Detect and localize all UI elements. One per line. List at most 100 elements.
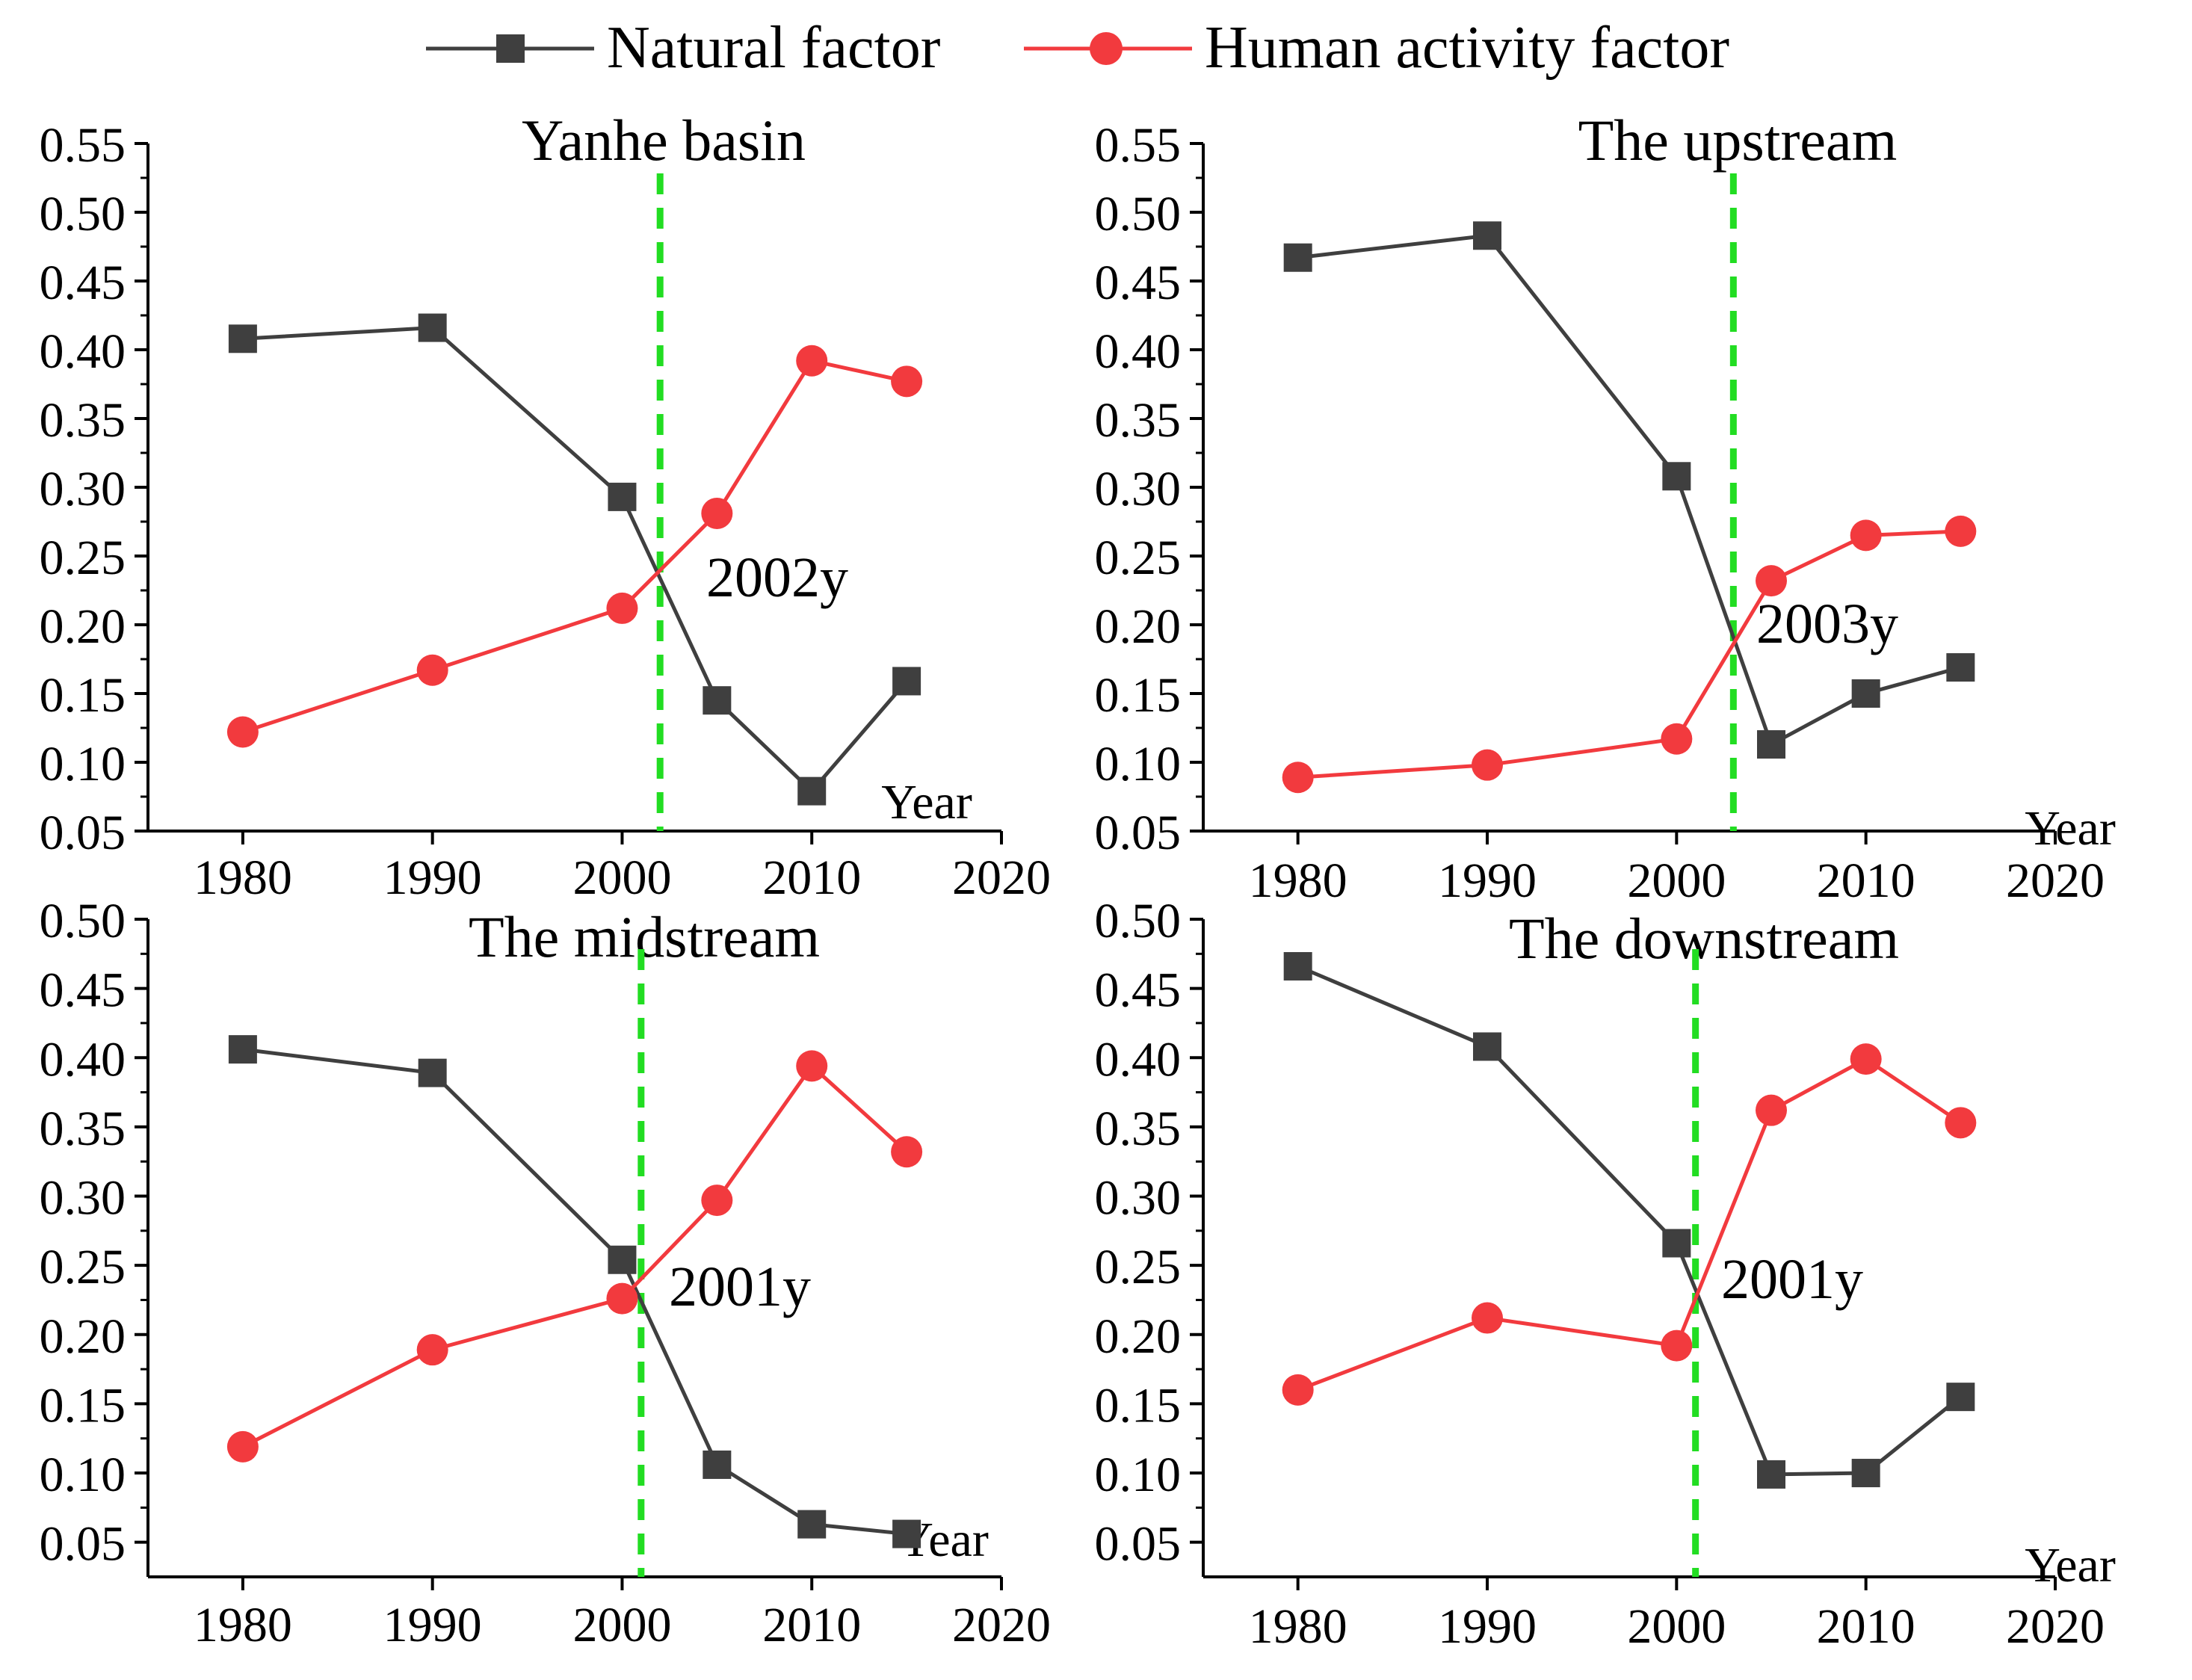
x-tick-label: 2010 (762, 850, 861, 904)
y-tick-label: 0.35 (40, 393, 126, 448)
natural-point (1283, 951, 1312, 980)
natural-series-line (1297, 964, 1962, 1477)
y-tick-label: 0.50 (40, 894, 126, 948)
y-tick-label: 0.25 (1095, 531, 1182, 585)
y-tick-label: 0.10 (40, 737, 126, 791)
threshold-annotation: 2002y (706, 546, 848, 609)
y-tick-label: 0.45 (40, 256, 126, 310)
natural-point (892, 1519, 921, 1548)
human-point (796, 345, 828, 377)
natural-series-line (242, 326, 909, 794)
human-point (891, 1136, 923, 1168)
chart-title: The upstream (1578, 112, 1898, 173)
natural-point (1473, 221, 1501, 250)
x-tick-label: 2010 (1817, 1599, 1915, 1654)
human-point (606, 1282, 638, 1315)
legend: Natural factor Human activity factor (426, 15, 1729, 81)
y-tick-label: 0.55 (40, 118, 126, 173)
x-tick-label: 2000 (1627, 853, 1726, 904)
x-tick-label: 1980 (1249, 853, 1347, 904)
natural-point (1283, 243, 1312, 272)
human-point (1472, 749, 1503, 781)
chart-title: Yanhe basin (522, 112, 806, 173)
y-tick-label: 0.10 (1095, 737, 1182, 791)
y-tick-label: 0.15 (40, 668, 126, 723)
human-point (606, 592, 638, 624)
y-tick-label: 0.25 (40, 531, 126, 585)
natural-point (703, 1450, 732, 1479)
natural-point (228, 324, 257, 353)
y-tick-label: 0.10 (40, 1448, 126, 1502)
human-point (701, 497, 733, 529)
threshold-annotation: 2001y (1721, 1248, 1863, 1311)
y-tick-label: 0.20 (1095, 1309, 1182, 1364)
y-tick-label: 0.15 (1095, 1378, 1182, 1433)
threshold-annotation: 2001y (669, 1256, 811, 1318)
natural-point (608, 1245, 637, 1274)
x-tick-label: 2010 (1817, 853, 1915, 904)
human-point (1282, 1374, 1314, 1406)
natural-point (1757, 730, 1785, 759)
y-tick-label: 0.30 (1095, 462, 1182, 516)
x-tick-label: 2000 (572, 850, 671, 904)
x-tick-label: 2020 (952, 850, 1051, 904)
human-point (1282, 762, 1314, 794)
x-tick-label: 1990 (1438, 853, 1537, 904)
human-point (1945, 1107, 1977, 1139)
human-point (226, 716, 259, 748)
y-tick-label: 0.50 (1095, 894, 1182, 948)
natural-series-line (242, 1047, 907, 1537)
y-tick-label: 0.20 (1095, 599, 1182, 654)
natural-point (703, 686, 732, 715)
chart-upstream: 0.05 0.10 0.15 0.20 0.25 0.30 0.35 0.40 0.45 0.50… (1095, 112, 2116, 904)
y-tick-label: 0.15 (40, 1378, 126, 1433)
human-point (416, 1334, 448, 1366)
human-point (226, 1430, 259, 1463)
y-tick-label: 0.05 (1095, 806, 1182, 860)
natural-point (1757, 1460, 1785, 1489)
human-point (1756, 1094, 1787, 1126)
y-tick-label: 0.20 (40, 1309, 126, 1364)
y-tick-label: 0.30 (40, 462, 126, 516)
x-tick-label: 1980 (194, 850, 292, 904)
natural-point (608, 482, 637, 511)
y-tick-label: 0.10 (1095, 1448, 1182, 1502)
chart-midstream: 0.05 0.10 0.15 0.20 0.25 0.30 0.35 0.40 0.45 0.50… (40, 894, 1052, 1652)
x-tick-label: 1990 (383, 1598, 482, 1652)
x-tick-label: 1990 (383, 850, 482, 904)
natural-point (797, 1510, 827, 1539)
y-tick-label: 0.35 (1095, 393, 1182, 448)
natural-point (1851, 679, 1880, 708)
x-tick-label: 1990 (1438, 1599, 1537, 1654)
y-tick-label: 0.40 (40, 1032, 126, 1087)
chart-downstream: 0.05 0.10 0.15 0.20 0.25 0.30 0.35 0.40 0.45 0.50… (1095, 894, 2116, 1654)
y-tick-label: 0.45 (1095, 963, 1182, 1018)
y-tick-label: 0.45 (1095, 256, 1182, 310)
human-point (1850, 519, 1882, 552)
natural-point (418, 313, 447, 342)
y-tick-label: 0.45 (40, 963, 126, 1018)
natural-point (1851, 1459, 1880, 1488)
legend-human-label: Human activity factor (1205, 15, 1729, 81)
human-series-line (1297, 1057, 1962, 1392)
natural-point (1946, 1383, 1975, 1412)
natural-point (418, 1058, 447, 1087)
human-series-line (242, 358, 907, 734)
natural-series-line (1297, 233, 1961, 747)
natural-point (1662, 1229, 1691, 1258)
chart-yanhe-basin: 0.05 0.10 0.15 0.20 0.25 0.30 0.35 0.40 0.45 0.50… (40, 112, 1052, 904)
y-tick-label: 0.05 (1095, 1517, 1182, 1572)
human-series-line (241, 1063, 908, 1449)
human-point (1661, 1330, 1693, 1362)
y-tick-label: 0.05 (40, 806, 126, 860)
human-point (891, 365, 923, 398)
y-tick-label: 0.35 (1095, 1102, 1182, 1156)
natural-point (1662, 462, 1691, 491)
human-point (1945, 515, 1977, 547)
y-tick-label: 0.30 (1095, 1171, 1182, 1226)
human-point (1756, 565, 1787, 597)
human-point (701, 1185, 733, 1217)
x-tick-label: 2020 (2006, 1599, 2105, 1654)
y-tick-label: 0.35 (40, 1102, 126, 1156)
legend-natural-label: Natural factor (607, 15, 940, 81)
